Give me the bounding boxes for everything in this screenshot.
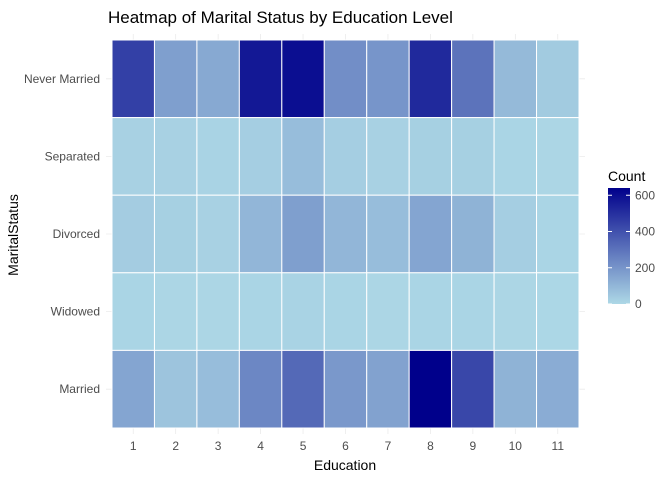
heatmap-cell [238,117,283,196]
heatmap-cell [238,272,283,351]
heatmap-cell [196,194,240,274]
x-axis-title: Education [314,457,376,473]
x-tick-label: 8 [427,439,434,453]
heatmap-cell [196,349,240,429]
heatmap-cell [153,272,198,351]
heatmap-cell [281,194,325,274]
heatmap-cell [493,349,538,429]
y-tick-label: Married [59,382,100,396]
x-tick-label: 3 [215,439,222,453]
legend-colorbar [608,188,630,304]
x-tick-label: 6 [342,439,349,453]
heatmap-cell [536,194,580,274]
y-tick-labels: Never Married Separated Divorced Widowed Mar… [24,72,100,396]
y-tick-label: Separated [45,149,100,163]
heatmap-cell [238,194,283,274]
heatmap-cell [153,349,198,429]
x-tick-label: 1 [130,439,137,453]
heatmap-cell [153,39,198,119]
heatmap-cell [153,117,198,196]
heatmap-cell [281,117,325,196]
x-tick-label: 5 [300,439,307,453]
heatmap-cell [493,194,538,274]
heatmap-cell [408,194,453,274]
heatmap-cell [111,39,155,119]
heatmap-cell [281,272,325,351]
heatmap-cell [451,349,495,429]
x-tick-label: 4 [257,439,264,453]
heatmap-cell [366,194,410,274]
legend-tick-label: 400 [635,225,655,239]
heatmap-cell [366,272,410,351]
heatmap-cell [323,117,368,196]
chart-title: Heatmap of Marital Status by Education L… [108,8,453,27]
legend-tick-label: 600 [635,188,655,202]
heatmap-cell [111,349,155,429]
heatmap-cell [111,194,155,274]
heatmap-cell [366,117,410,196]
heatmap-cell [153,194,198,274]
legend-ticks: 0 200 400 600 [608,188,655,311]
heatmap-cell [451,272,495,351]
y-tick-label: Divorced [53,227,100,241]
heatmap-cells [111,39,580,429]
heatmap-cell [408,349,453,429]
heatmap-cell [323,349,368,429]
color-legend: Count 0 200 400 600 [608,168,655,311]
heatmap-cell [408,272,453,351]
heatmap-cell [493,272,538,351]
heatmap-cell [238,349,283,429]
heatmap-cell [111,272,155,351]
heatmap-cell [196,117,240,196]
x-tick-label: 10 [509,439,523,453]
heatmap-cell [323,194,368,274]
heatmap-cell [408,117,453,196]
x-tick-label: 11 [552,439,565,453]
y-tick-label: Widowed [51,305,100,319]
legend-title: Count [608,168,645,184]
heatmap-cell [536,117,580,196]
y-tick-label: Never Married [24,72,100,86]
x-tick-label: 9 [470,439,477,453]
heatmap-cell [323,272,368,351]
heatmap-cell [408,39,453,119]
heatmap-cell [493,117,538,196]
heatmap-cell [323,39,368,119]
heatmap-cell [536,39,580,119]
heatmap-cell [281,39,325,119]
heatmap-cell [366,39,410,119]
x-tick-label: 7 [385,439,392,453]
heatmap-cell [451,39,495,119]
y-axis-title: MaritalStatus [5,194,21,276]
x-tick-label: 2 [172,439,179,453]
heatmap-cell [536,272,580,351]
x-tick-labels: 1 2 3 4 5 6 7 8 9 10 11 [130,439,564,453]
heatmap-cell [536,349,580,429]
heatmap-cell [196,39,240,119]
heatmap-cell [238,39,283,119]
heatmap-cell [196,272,240,351]
heatmap-cell [493,39,538,119]
heatmap-cell [281,349,325,429]
legend-tick-label: 0 [635,297,642,311]
heatmap-cell [111,117,155,196]
heatmap-cell [451,194,495,274]
heatmap-cell [366,349,410,429]
legend-tick-label: 200 [635,261,655,275]
heatmap-cell [451,117,495,196]
